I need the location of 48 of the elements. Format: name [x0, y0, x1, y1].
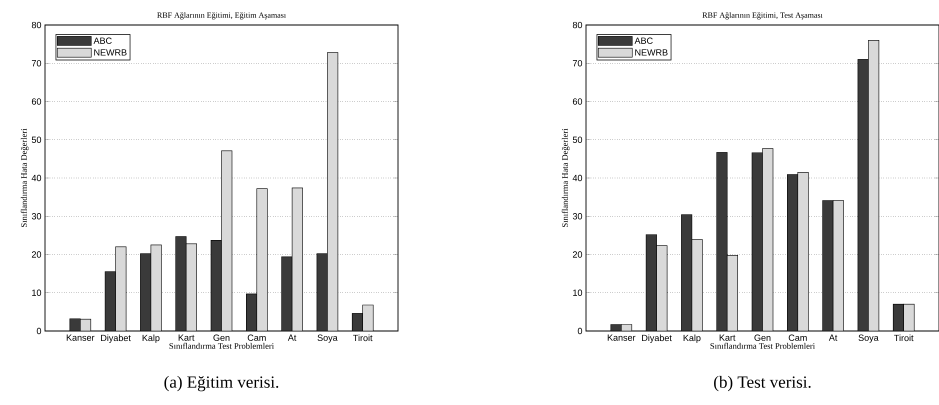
x-tick-label: Tiroit [353, 334, 372, 342]
y-tick-label: 70 [32, 60, 42, 66]
x-tick-label: At [288, 334, 296, 341]
y-tick-label: 40 [32, 174, 42, 182]
y-tick-label: 0 [578, 328, 582, 334]
y-tick-label: 20 [572, 251, 582, 258]
x-tick-label: Kart [178, 334, 194, 341]
y-axis-title: Sınıflandırma Hata Değerleri [20, 128, 29, 227]
x-tick-label: Cam [788, 334, 807, 341]
x-tick-label: Kanser [608, 334, 636, 341]
x-tick-label: Gen [754, 334, 770, 341]
x-tick-label: Cam [248, 334, 266, 341]
y-tick-label: 40 [572, 174, 582, 182]
x-tick-label: Gen [213, 334, 230, 341]
x-axis-title: Sınıflandırma Test Problemleri [710, 342, 815, 349]
x-tick-label: Kalp [142, 334, 160, 343]
x-tick-label: Diyabet [101, 334, 131, 343]
x-tick-label: Kanser [66, 334, 94, 341]
chart-title: RBF Ağlarının Eğitimi, Eğitim Aşaması [157, 12, 286, 20]
x-tick-label: At [828, 334, 838, 341]
y-tick-label: 50 [572, 136, 582, 143]
text: (b) Test verisi. [714, 376, 811, 392]
y-tick-label: 70 [572, 60, 582, 66]
x-tick-label: Tiroit [894, 334, 914, 342]
x-tick-label: Soya [858, 334, 879, 343]
y-tick-label: 60 [572, 98, 582, 105]
x-tick-label: Soya [318, 334, 338, 343]
legend-label: ABC [634, 38, 653, 44]
y-tick-label: 80 [32, 22, 42, 28]
x-tick-label: Kalp [684, 334, 701, 343]
y-tick-label: 20 [32, 251, 42, 258]
x-tick-label: Diyabet [642, 334, 672, 343]
y-tick-label: 0 [36, 328, 42, 334]
y-tick-label: 30 [572, 213, 582, 220]
y-tick-label: 50 [32, 136, 42, 143]
text: (a) Eğitim verisi. [164, 376, 278, 392]
chart-title: RBF Ağlarının Eğitimi, Test Aşaması [702, 12, 823, 20]
x-axis-title: Sınıflandırma Test Problemleri [169, 342, 274, 349]
y-tick-label: 80 [572, 22, 582, 28]
y-tick-label: 10 [32, 290, 42, 296]
y-axis-title: Sınıflandırma Hata Değerleri [562, 128, 570, 228]
legend-label: NEWRB [94, 49, 127, 56]
y-tick-label: 30 [32, 213, 42, 220]
x-tick-label: Kart [720, 334, 736, 341]
legend-label: ABC [94, 38, 112, 44]
y-tick-label: 60 [32, 98, 42, 105]
legend-label: NEWRB [635, 49, 668, 56]
y-tick-label: 10 [573, 290, 582, 296]
